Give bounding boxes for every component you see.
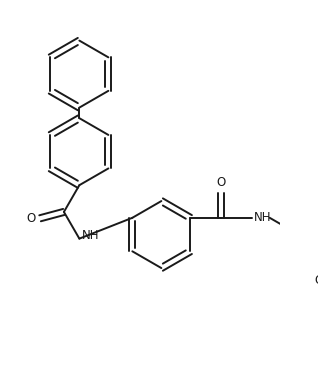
Text: NH: NH: [254, 211, 271, 224]
Text: O: O: [26, 212, 36, 225]
Text: O: O: [217, 176, 226, 189]
Text: O: O: [315, 274, 318, 287]
Text: NH: NH: [82, 229, 100, 242]
